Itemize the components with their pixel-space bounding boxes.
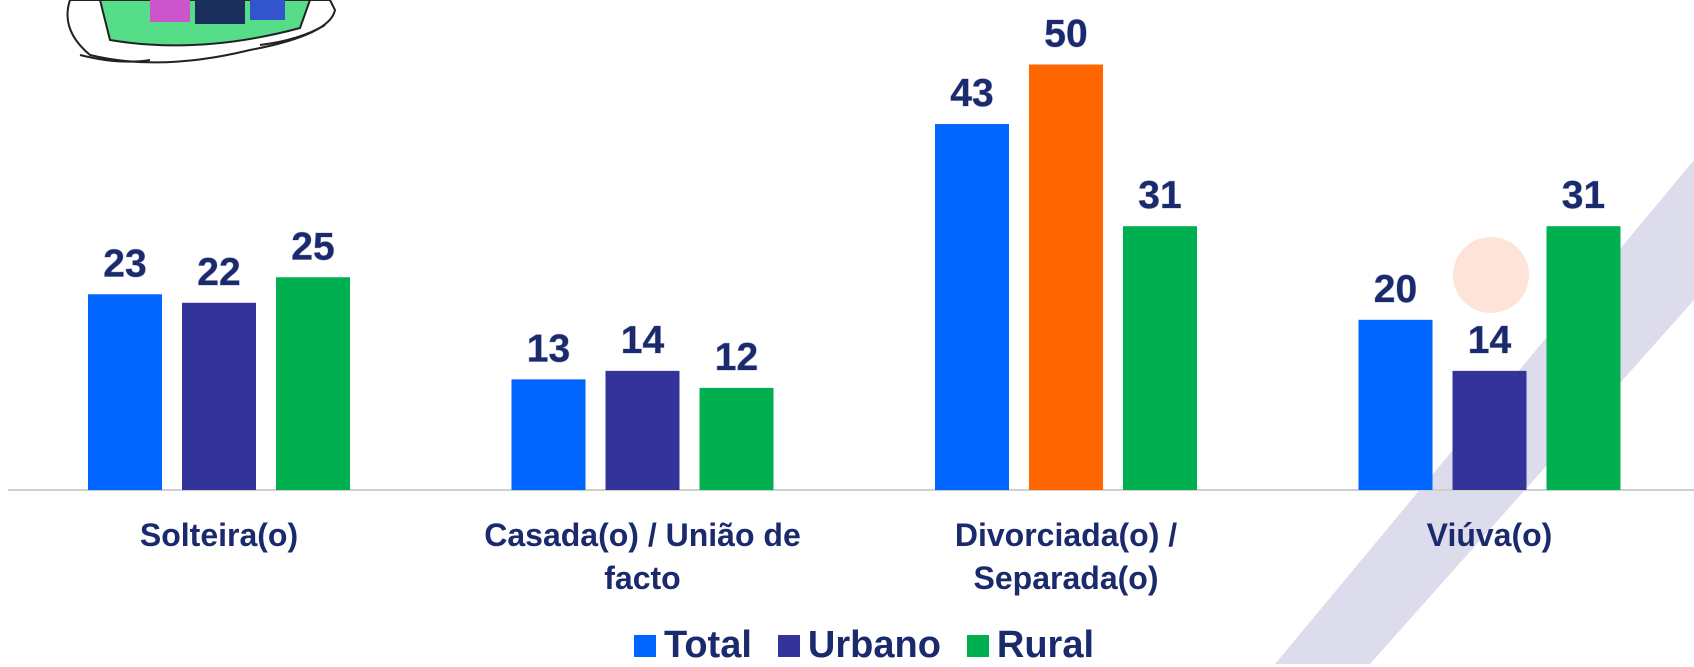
bar — [1029, 65, 1103, 491]
legend-label: Total — [664, 624, 752, 667]
bar — [700, 388, 774, 490]
bar — [182, 303, 256, 490]
data-label: 31 — [1138, 174, 1181, 217]
legend-swatch — [778, 635, 800, 657]
chart: 23 22 25 13 14 12 43 50 31 20 14 31 — [0, 0, 1694, 664]
legend-item: Rural — [967, 624, 1094, 667]
data-label: 50 — [1044, 13, 1087, 56]
legend-swatch — [967, 635, 989, 657]
data-label: 14 — [1468, 319, 1512, 362]
legend-label: Urbano — [808, 624, 941, 667]
data-label: 31 — [1562, 174, 1605, 217]
bar — [935, 124, 1009, 490]
page: 23 22 25 13 14 12 43 50 31 20 14 31 Total Urbano Rura… — [0, 0, 1694, 664]
data-label: 43 — [950, 72, 993, 115]
bar — [276, 277, 350, 490]
data-label: 23 — [103, 242, 146, 285]
bar — [606, 371, 680, 490]
x-tick-label: Casada(o) / União de facto — [443, 514, 843, 600]
bar — [512, 379, 586, 490]
bar — [1359, 320, 1433, 490]
legend-item: Total — [634, 624, 752, 667]
bar — [1547, 226, 1621, 490]
legend: Total Urbano Rural — [0, 624, 1694, 667]
legend-item: Urbano — [778, 624, 941, 667]
bar — [88, 294, 162, 490]
data-label: 12 — [715, 336, 758, 379]
data-label: 13 — [527, 327, 570, 370]
legend-label: Rural — [997, 624, 1094, 667]
x-tick-label: Divorciada(o) / Separada(o) — [866, 514, 1266, 600]
data-label: 25 — [291, 225, 334, 268]
clipart — [68, 0, 336, 62]
data-label: 22 — [197, 251, 240, 294]
bar — [1123, 226, 1197, 490]
data-label: 20 — [1374, 268, 1417, 311]
bar — [1453, 371, 1527, 490]
legend-swatch — [634, 635, 656, 657]
decor-circle — [1453, 237, 1529, 313]
x-tick-label: Solteira(o) — [19, 514, 419, 557]
data-label: 14 — [621, 319, 665, 362]
x-tick-label: Viúva(o) — [1290, 514, 1690, 557]
